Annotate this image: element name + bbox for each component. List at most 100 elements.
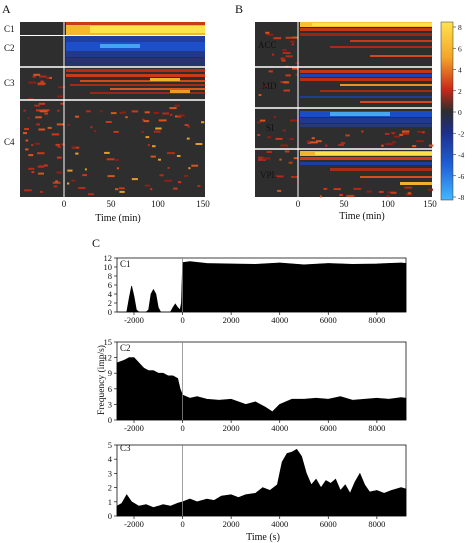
heatmap-speckle [71,179,76,182]
heatmap-a-group-label: C1 [4,24,15,34]
heatmap-speckle [145,136,150,139]
heatmap-speckle [94,130,97,133]
heatmap-speckle [115,188,119,191]
colorbar-tick-label: -8 [458,193,464,202]
heatmap-b-vpl-band [300,157,432,160]
x-tick-label: 8000 [368,519,385,529]
heatmap-a-c1-band [66,22,205,27]
x-tick-label: 0 [180,519,184,529]
y-tick-label: 9 [108,368,112,378]
colorbar [440,21,454,201]
colorbar-tick-label: -6 [458,172,464,181]
heatmap-speckle [119,187,125,190]
heatmap-speckle [407,192,412,195]
heatmap-speckle [58,86,66,89]
heatmap-a-group-label: C4 [4,137,15,147]
heatmap-b-md-band [320,90,432,92]
heatmap-speckle [263,85,268,88]
heatmap-speckle [78,187,86,189]
heatmap-a-xlabel: Time (min) [95,213,140,224]
x-tick-label: 8000 [368,423,385,433]
heatmap-a-c4-speckles [23,73,205,196]
heatmap-speckle [404,186,413,189]
heatmap-speckle [87,193,94,196]
heatmap-speckle [282,129,286,132]
heatmap-speckle [38,102,46,105]
heatmap-speckle [399,133,404,136]
y-tick-label: 4 [108,289,113,299]
heatmap-b-vpl-band [315,152,432,155]
heatmap-a [20,22,205,197]
heatmap-speckle [386,195,390,198]
heatmap-b-xtick: 150 [423,199,437,209]
heatmap-speckle [40,80,44,83]
heatmap-speckle [107,175,115,178]
x-tick-label: 0 [180,315,184,325]
heatmap-speckle [153,130,161,133]
heatmap-speckle [258,156,264,159]
heatmap-speckle [173,187,178,190]
heatmap-speckle [159,119,167,122]
heatmap-speckle [283,89,290,92]
x-tick-label: 4000 [271,519,288,529]
heatmap-speckle [191,164,199,167]
heatmap-speckle [295,61,300,64]
heatmap-speckle [31,171,35,174]
heatmap-a-c3-band [66,74,205,77]
heatmap-speckle [32,75,36,78]
heatmap-speckle [289,119,298,122]
heatmap-a-xtick: 50 [107,199,117,209]
y-tick-label: 0 [108,511,112,521]
heatmap-speckle [37,152,45,155]
heatmap-speckle [333,188,341,191]
heatmap-speckle [306,140,311,143]
heatmap-speckle [257,121,261,124]
heatmap-speckle [23,132,28,135]
heatmap-speckle [291,36,299,39]
heatmap-speckle [262,157,271,160]
heatmap-a-c3-band [90,92,205,94]
y-tick-label: 12 [104,253,113,263]
heatmap-speckle [392,132,395,135]
heatmap-speckle [131,110,139,113]
heatmap-speckle [285,55,293,58]
heatmap-speckle [44,164,48,167]
heatmap-speckle [285,36,293,39]
heatmap-speckle [277,189,282,192]
heatmap-speckle [106,158,115,161]
heatmap-speckle [268,70,273,73]
heatmap-speckle [150,155,156,158]
heatmap-speckle [402,130,410,133]
heatmap-speckle [290,40,295,43]
heatmap-speckle [273,116,277,118]
heatmap-b-md-band [300,96,432,98]
y-tick-label: 4 [108,454,113,464]
heatmap-speckle [281,59,286,62]
heatmap-speckle [309,141,318,144]
heatmap-speckle [259,119,266,122]
heatmap-speckle [340,142,346,145]
heatmap-speckle [275,175,284,178]
heatmap-speckle [257,134,261,136]
y-tick-label: 5 [108,440,112,450]
heatmap-speckle [153,111,159,114]
y-tick-label: 3 [108,399,112,409]
heatmap-speckle [267,136,272,139]
heatmap-speckle [361,130,364,133]
heatmap-speckle [384,132,390,135]
colorbar-tick-label: 6 [458,44,462,53]
heatmap-a-c3-band [170,90,190,93]
heatmap-speckle [53,185,58,188]
heatmap-speckle [28,81,37,84]
heatmap-speckle [422,131,425,134]
heatmap-speckle [125,116,128,119]
heatmap-speckle [366,190,372,193]
heatmap-speckle [28,97,34,100]
heatmap-speckle [116,167,119,170]
heatmap-speckle [39,75,47,78]
heatmap-speckle [188,167,191,170]
heatmap-b-vpl-band [330,168,432,171]
heatmap-speckle [166,152,175,155]
heatmap-a-xtick: 0 [62,199,67,209]
heatmap-speckle [60,102,65,105]
